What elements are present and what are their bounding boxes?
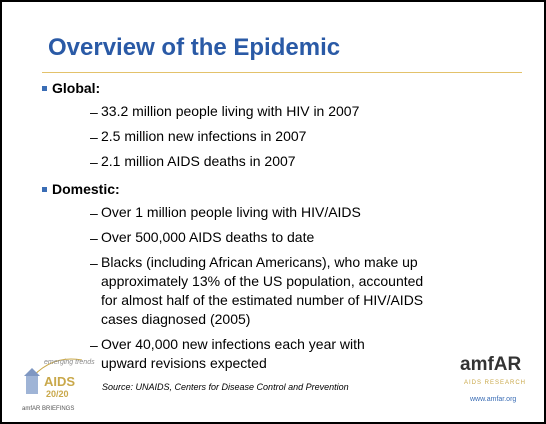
left-logo-top: emerging trends (44, 359, 95, 366)
dash-bullet: – (90, 205, 98, 221)
right-logo-name: amfAR (460, 354, 522, 375)
section-heading: Domestic: (52, 181, 120, 197)
right-logo-url: www.amfar.org (469, 396, 516, 403)
item-line: cases diagnosed (2005) (101, 311, 251, 327)
dash-bullet: – (90, 104, 98, 120)
item-line: Over 500,000 AIDS deaths to date (101, 229, 315, 245)
bullet-square (42, 86, 47, 91)
section-heading: Global: (52, 80, 101, 96)
item-line: Blacks (including African Americans), wh… (101, 254, 418, 270)
item-line: upward revisions expected (101, 355, 267, 371)
item-line: Over 1 million people living with HIV/AI… (101, 204, 361, 220)
item-line: approximately 13% of the US population, … (101, 273, 424, 289)
item-line: 2.1 million AIDS deaths in 2007 (101, 153, 296, 169)
item-line: 33.2 million people living with HIV in 2… (101, 103, 360, 119)
dash-bullet: – (90, 337, 98, 353)
item-line: 2.5 million new infections in 2007 (101, 128, 307, 144)
left-logo-footer: amfAR BRIEFINGS (22, 406, 74, 412)
left-logo-main: AIDS (44, 374, 75, 389)
right-logo: amfAR AIDS RESEARCH www.amfar.org (460, 354, 526, 403)
item-line: for almost half of the estimated number … (101, 292, 424, 308)
dash-bullet: – (90, 129, 98, 145)
dash-bullet: – (90, 230, 98, 246)
dash-bullet: – (90, 255, 98, 271)
left-logo: emerging trends AIDS 20/20 amfAR BRIEFIN… (22, 358, 95, 412)
left-logo-sub: 20/20 (46, 389, 69, 399)
right-logo-tagline: AIDS RESEARCH (464, 380, 526, 386)
item-line: Over 40,000 new infections each year wit… (101, 336, 365, 352)
dash-bullet: – (90, 154, 98, 170)
slide-title: Overview of the Epidemic (48, 34, 341, 61)
title-rule (42, 72, 522, 73)
bullet-square (42, 187, 47, 192)
source-note: Source: UNAIDS, Centers for Disease Cont… (102, 382, 349, 392)
